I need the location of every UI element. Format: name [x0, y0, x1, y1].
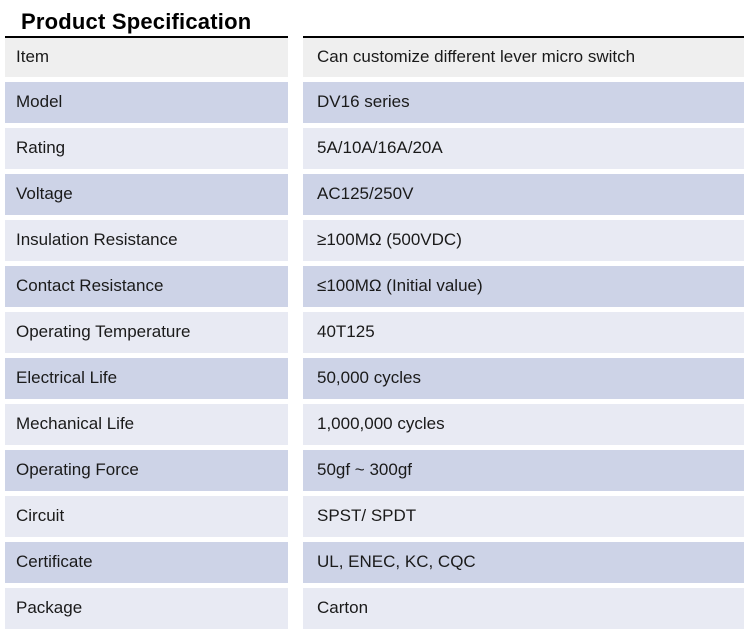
spec-value-package: Carton	[303, 588, 744, 629]
spec-value-electrical-life: 50,000 cycles	[303, 358, 744, 399]
spec-value-item: Can customize different lever micro swit…	[303, 36, 744, 77]
spec-label-voltage: Voltage	[5, 174, 288, 215]
spec-value-contact-resistance: ≤100MΩ (Initial value)	[303, 266, 744, 307]
spec-label-circuit: Circuit	[5, 496, 288, 537]
spec-label-package: Package	[5, 588, 288, 629]
spec-value-insulation-resistance: ≥100MΩ (500VDC)	[303, 220, 744, 261]
spec-label-contact-resistance: Contact Resistance	[5, 266, 288, 307]
spec-label-item: Item	[5, 36, 288, 77]
spec-value-voltage: AC125/250V	[303, 174, 744, 215]
spec-value-model: DV16 series	[303, 82, 744, 123]
spec-label-insulation-resistance: Insulation Resistance	[5, 220, 288, 261]
spec-value-circuit: SPST/ SPDT	[303, 496, 744, 537]
spec-label-rating: Rating	[5, 128, 288, 169]
spec-table: Item Can customize different lever micro…	[5, 36, 754, 629]
spec-label-operating-temperature: Operating Temperature	[5, 312, 288, 353]
spec-value-rating: 5A/10A/16A/20A	[303, 128, 744, 169]
spec-label-certificate: Certificate	[5, 542, 288, 583]
spec-label-mechanical-life: Mechanical Life	[5, 404, 288, 445]
page-title: Product Specification	[21, 9, 252, 34]
spec-value-operating-force: 50gf ~ 300gf	[303, 450, 744, 491]
spec-label-model: Model	[5, 82, 288, 123]
spec-value-operating-temperature: 40T125	[303, 312, 744, 353]
spec-value-certificate: UL, ENEC, KC, CQC	[303, 542, 744, 583]
spec-label-electrical-life: Electrical Life	[5, 358, 288, 399]
spec-value-mechanical-life: 1,000,000 cycles	[303, 404, 744, 445]
spec-label-operating-force: Operating Force	[5, 450, 288, 491]
